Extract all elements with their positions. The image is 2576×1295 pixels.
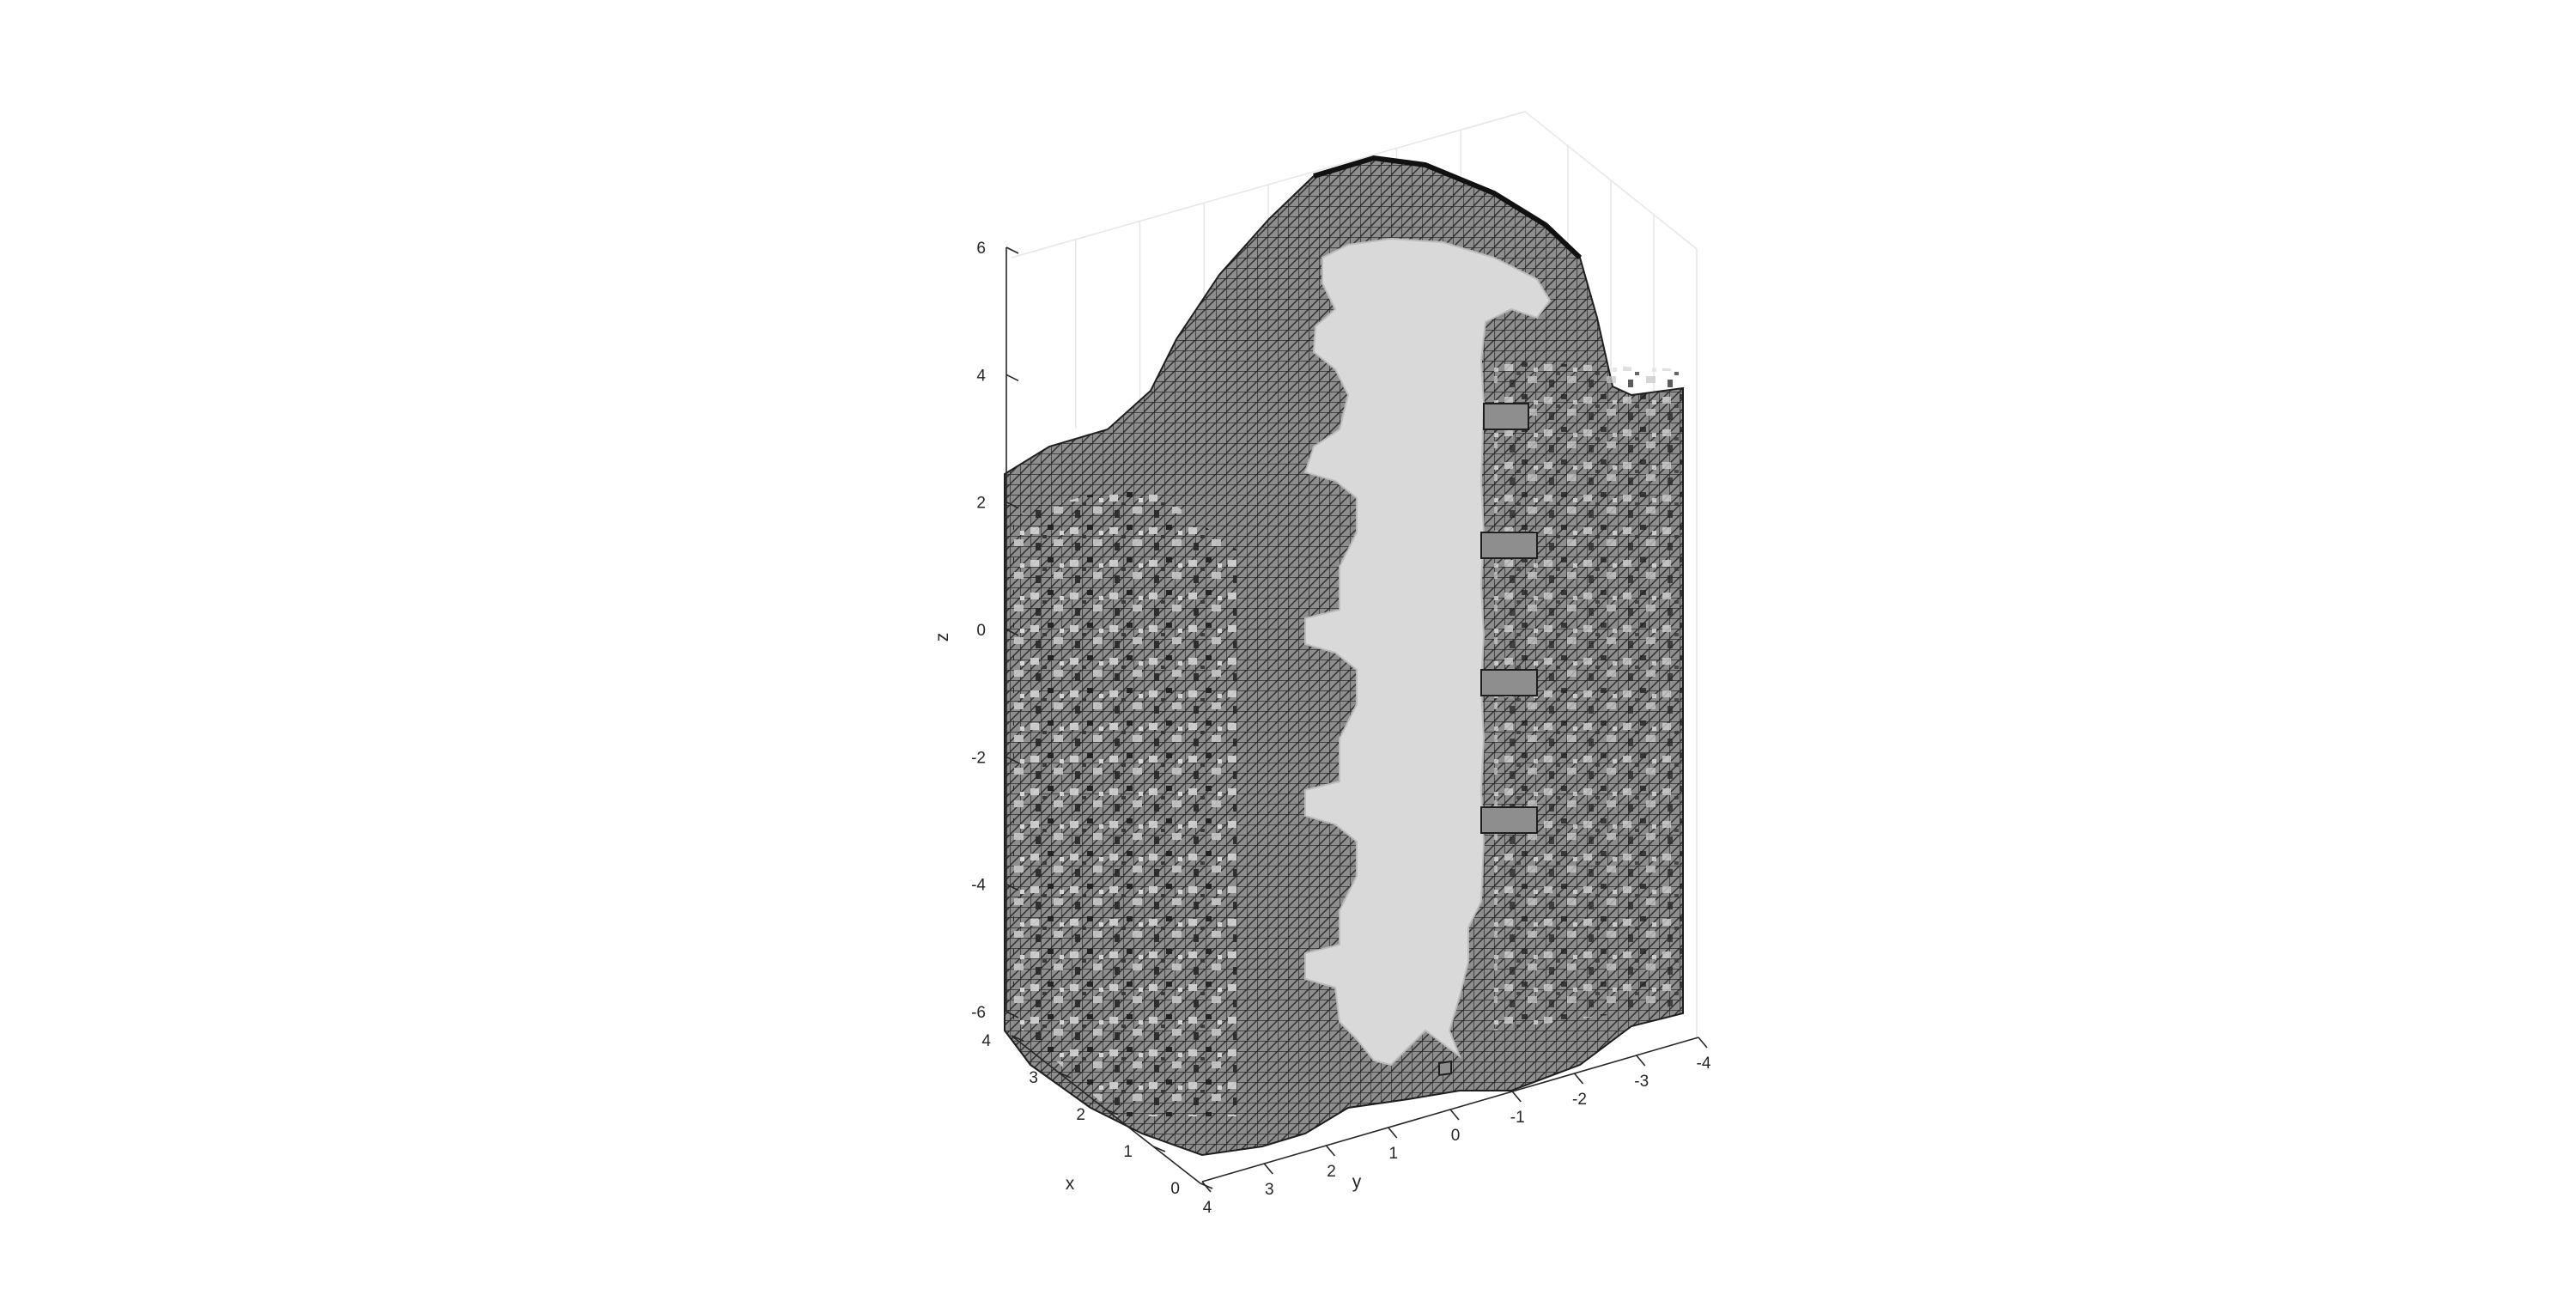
z-tick-label: 0 (976, 622, 986, 640)
x-tick-label: 3 (1029, 1069, 1038, 1087)
y-tick-label: -2 (1572, 1091, 1587, 1109)
y-tick-label: 4 (1203, 1199, 1212, 1217)
y-axis-label: y (1352, 1172, 1362, 1192)
z-tick (1005, 246, 1019, 254)
y-tick (1573, 1073, 1584, 1085)
x-tick (1058, 1072, 1072, 1079)
y-tick-label: 1 (1388, 1145, 1398, 1163)
z-tick (1005, 1011, 1019, 1018)
y-tick-label: -3 (1634, 1073, 1649, 1091)
z-tick (1005, 629, 1019, 636)
y-tick-label: 3 (1265, 1181, 1274, 1199)
axes (1005, 246, 1708, 1193)
y-tick (1263, 1163, 1273, 1175)
tick-labels: -6 -4 -2 0 2 4 6 0 1 2 3 4 4 3 2 1 0 -1 -2 -3 -4 (971, 240, 1711, 1217)
z-tick-label: 4 (976, 367, 986, 385)
x-tick-label: 1 (1123, 1143, 1133, 1161)
y-tick (1325, 1145, 1336, 1157)
y-tick (1449, 1109, 1460, 1121)
z-tick (1005, 374, 1019, 382)
small-voxel (1438, 1060, 1452, 1077)
cut-face (1303, 237, 1552, 1067)
x-tick-label: 2 (1076, 1106, 1085, 1124)
z-tick (1005, 883, 1019, 891)
z-tick-label: 6 (976, 240, 986, 258)
x-tick (1011, 1035, 1024, 1042)
cut-notch-right (1480, 403, 1538, 834)
y-tick-label: 0 (1451, 1127, 1461, 1145)
voxel-noise-overlay (1013, 481, 1236, 1116)
z-tick-label: -4 (971, 877, 986, 895)
x-axis-label: x (1066, 1174, 1075, 1194)
y-tick (1388, 1127, 1398, 1139)
z-tick-label: -2 (971, 749, 986, 767)
z-tick-label: 2 (976, 495, 986, 513)
voxel-noise-overlay-right (1494, 361, 1683, 1031)
y-tick (1201, 1181, 1212, 1193)
z-tick (1005, 756, 1019, 764)
y-tick-label: -1 (1510, 1109, 1525, 1127)
voxel-solid (1004, 155, 1684, 1157)
z-tick (1005, 501, 1019, 509)
z-axis-label: z (933, 633, 952, 642)
y-tick-label: -4 (1697, 1055, 1711, 1073)
y-tick (1511, 1091, 1522, 1103)
y-tick (1636, 1055, 1646, 1067)
x-tick-label: 4 (981, 1032, 991, 1050)
x-tick (1152, 1146, 1166, 1152)
y-tick-label: 2 (1327, 1163, 1336, 1181)
z-tick-label: -6 (971, 1004, 986, 1022)
voxel-top-dark-edge (1313, 155, 1583, 260)
y-tick (1698, 1037, 1708, 1049)
x-tick (1105, 1109, 1119, 1116)
x-tick-label: 0 (1170, 1180, 1180, 1198)
